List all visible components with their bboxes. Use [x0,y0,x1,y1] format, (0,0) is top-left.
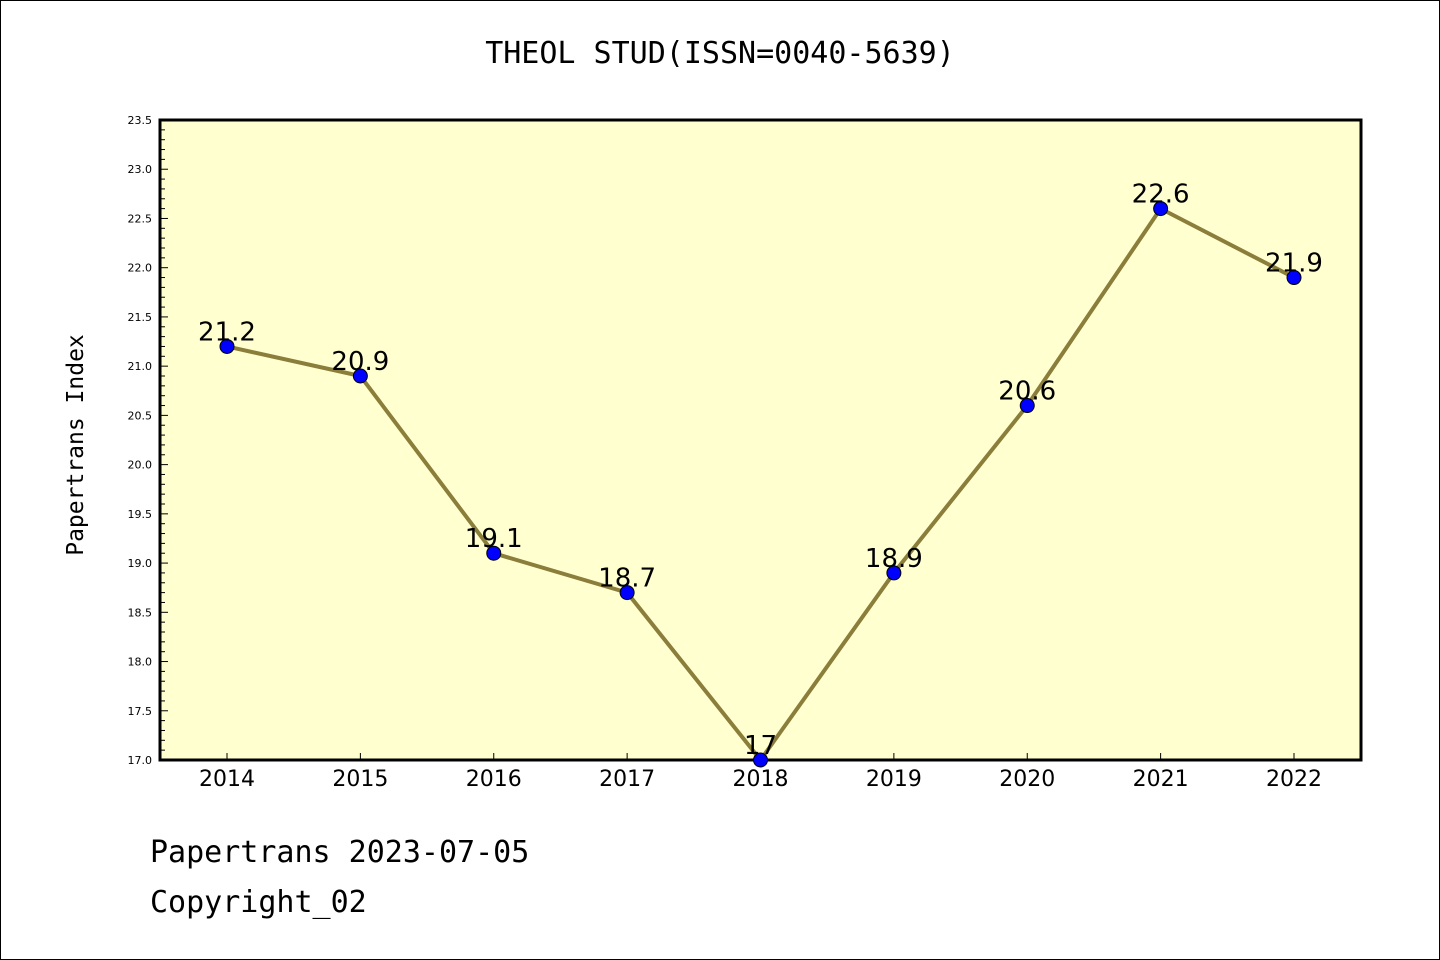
x-axis: 2014 2015 2016 2017 2018 2019 2020 2021 2022 [199,753,1322,792]
data-point [219,338,235,354]
y-tick-label: 17.0 [128,754,153,767]
x-tick-label: 2019 [866,767,922,792]
y-tick-label: 19.5 [128,508,153,521]
x-tick-label: 2015 [332,767,388,792]
data-point [1019,398,1035,414]
data-label: 22.6 [1132,180,1190,210]
y-tick-label: 23.5 [128,114,153,127]
data-label: 19.1 [465,524,523,554]
data-point [1286,270,1302,286]
y-tick-label: 19.0 [128,557,153,570]
y-tick-label: 22.5 [128,212,153,225]
y-tick-label: 22.0 [128,262,153,275]
footer-date: Papertrans 2023-07-05 [150,835,530,870]
data-label: 18.7 [598,564,656,594]
data-point [753,752,768,768]
data-label: 17 [744,731,777,761]
y-tick-label: 21.0 [128,360,153,373]
y-tick-label: 21.5 [128,311,153,324]
x-tick-label: 2014 [199,767,255,792]
y-tick-label: 20.0 [128,459,153,472]
x-tick-label: 2022 [1266,767,1322,792]
data-label: 18.9 [865,544,923,574]
data-point [486,545,502,561]
data-label: 20.9 [331,347,389,377]
y-tick-label: 20.5 [128,409,153,422]
y-tick-label: 18.5 [128,606,153,619]
y-tick-label: 23.0 [128,163,153,176]
footer-copyright: Copyright_02 [150,885,367,920]
x-tick-label: 2020 [999,767,1055,792]
data-label: 20.6 [998,377,1056,407]
x-tick-label: 2018 [733,767,789,792]
data-label: 21.9 [1265,249,1323,279]
data-point [886,565,902,581]
data-point [352,368,368,384]
y-tick-label: 18.0 [128,656,153,669]
data-point [1153,201,1169,217]
x-tick-label: 2021 [1133,767,1189,792]
data-point [619,585,635,601]
data-label: 21.2 [198,317,256,347]
x-tick-label: 2016 [466,767,522,792]
chart-title: THEOL STUD(ISSN=0040-5639) [485,36,955,71]
y-tick-label: 17.5 [128,705,153,718]
series-group: 21.2 20.9 19.1 18.7 17 18.9 20.6 22.6 21.9 [198,180,1323,768]
y-axis: 17.0 17.5 18.0 18.5 19.0 19.5 20.0 20.5 21.0 21.5… [128,114,168,767]
plot-area [158,118,1363,762]
x-tick-label: 2017 [599,767,655,792]
